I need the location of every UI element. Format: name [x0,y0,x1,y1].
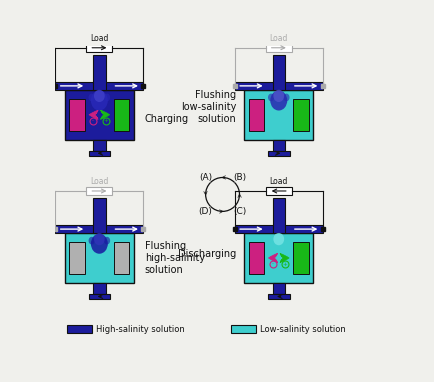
Text: Load: Load [90,177,108,186]
Ellipse shape [94,90,105,102]
Ellipse shape [104,237,110,244]
Ellipse shape [283,94,289,101]
Text: Flushing
high-salinity
solution: Flushing high-salinity solution [145,241,204,275]
Text: High-salinity solution: High-salinity solution [95,325,184,334]
Text: Load: Load [269,34,287,43]
Ellipse shape [104,94,110,101]
Bar [243,90,312,140]
Bar [234,82,322,90]
Text: Load: Load [90,34,108,43]
Ellipse shape [89,237,95,244]
Bar [248,99,263,131]
Bar [243,233,312,283]
Bar [67,325,92,333]
Bar [265,187,291,195]
Bar [65,233,134,283]
Text: -: - [271,262,273,267]
Ellipse shape [91,234,108,254]
Bar [69,99,85,131]
Bar [93,55,105,90]
Bar [114,242,129,274]
Text: Load: Load [269,177,287,186]
Bar [272,55,284,90]
Text: (B): (B) [232,173,246,182]
Ellipse shape [267,237,273,244]
Bar [86,187,112,195]
Bar [114,99,129,131]
Ellipse shape [267,94,273,101]
Text: (A): (A) [199,173,212,182]
Ellipse shape [273,233,283,245]
Bar [248,242,263,274]
Bar [265,44,291,52]
Bar [55,82,143,90]
Bar [267,151,289,156]
Bar [89,151,110,156]
Text: +: + [103,118,108,123]
Bar [267,294,289,299]
Bar [86,44,112,52]
Bar [93,198,105,233]
Ellipse shape [91,91,108,110]
Text: (D): (D) [198,207,212,216]
Ellipse shape [270,91,286,110]
Bar [272,198,284,233]
Bar [293,242,308,274]
Bar [65,90,134,140]
Bar [272,140,284,151]
Text: Low-salinity solution: Low-salinity solution [259,325,345,334]
Text: -: - [92,118,94,123]
Text: Discharging: Discharging [178,249,236,259]
Text: +: + [282,262,286,267]
Ellipse shape [273,90,283,102]
Ellipse shape [89,94,95,101]
Text: Flushing
low-salinity
solution: Flushing low-salinity solution [181,91,236,124]
Text: Charging: Charging [145,113,188,124]
Ellipse shape [283,237,289,244]
Bar [55,225,143,233]
Text: (C): (C) [232,207,246,216]
Bar [93,140,105,151]
Bar [93,283,105,294]
Bar [69,242,85,274]
Bar [272,283,284,294]
Bar [234,225,322,233]
Bar [230,325,255,333]
Ellipse shape [270,234,286,254]
Bar [89,294,110,299]
Ellipse shape [94,233,105,245]
Bar [293,99,308,131]
